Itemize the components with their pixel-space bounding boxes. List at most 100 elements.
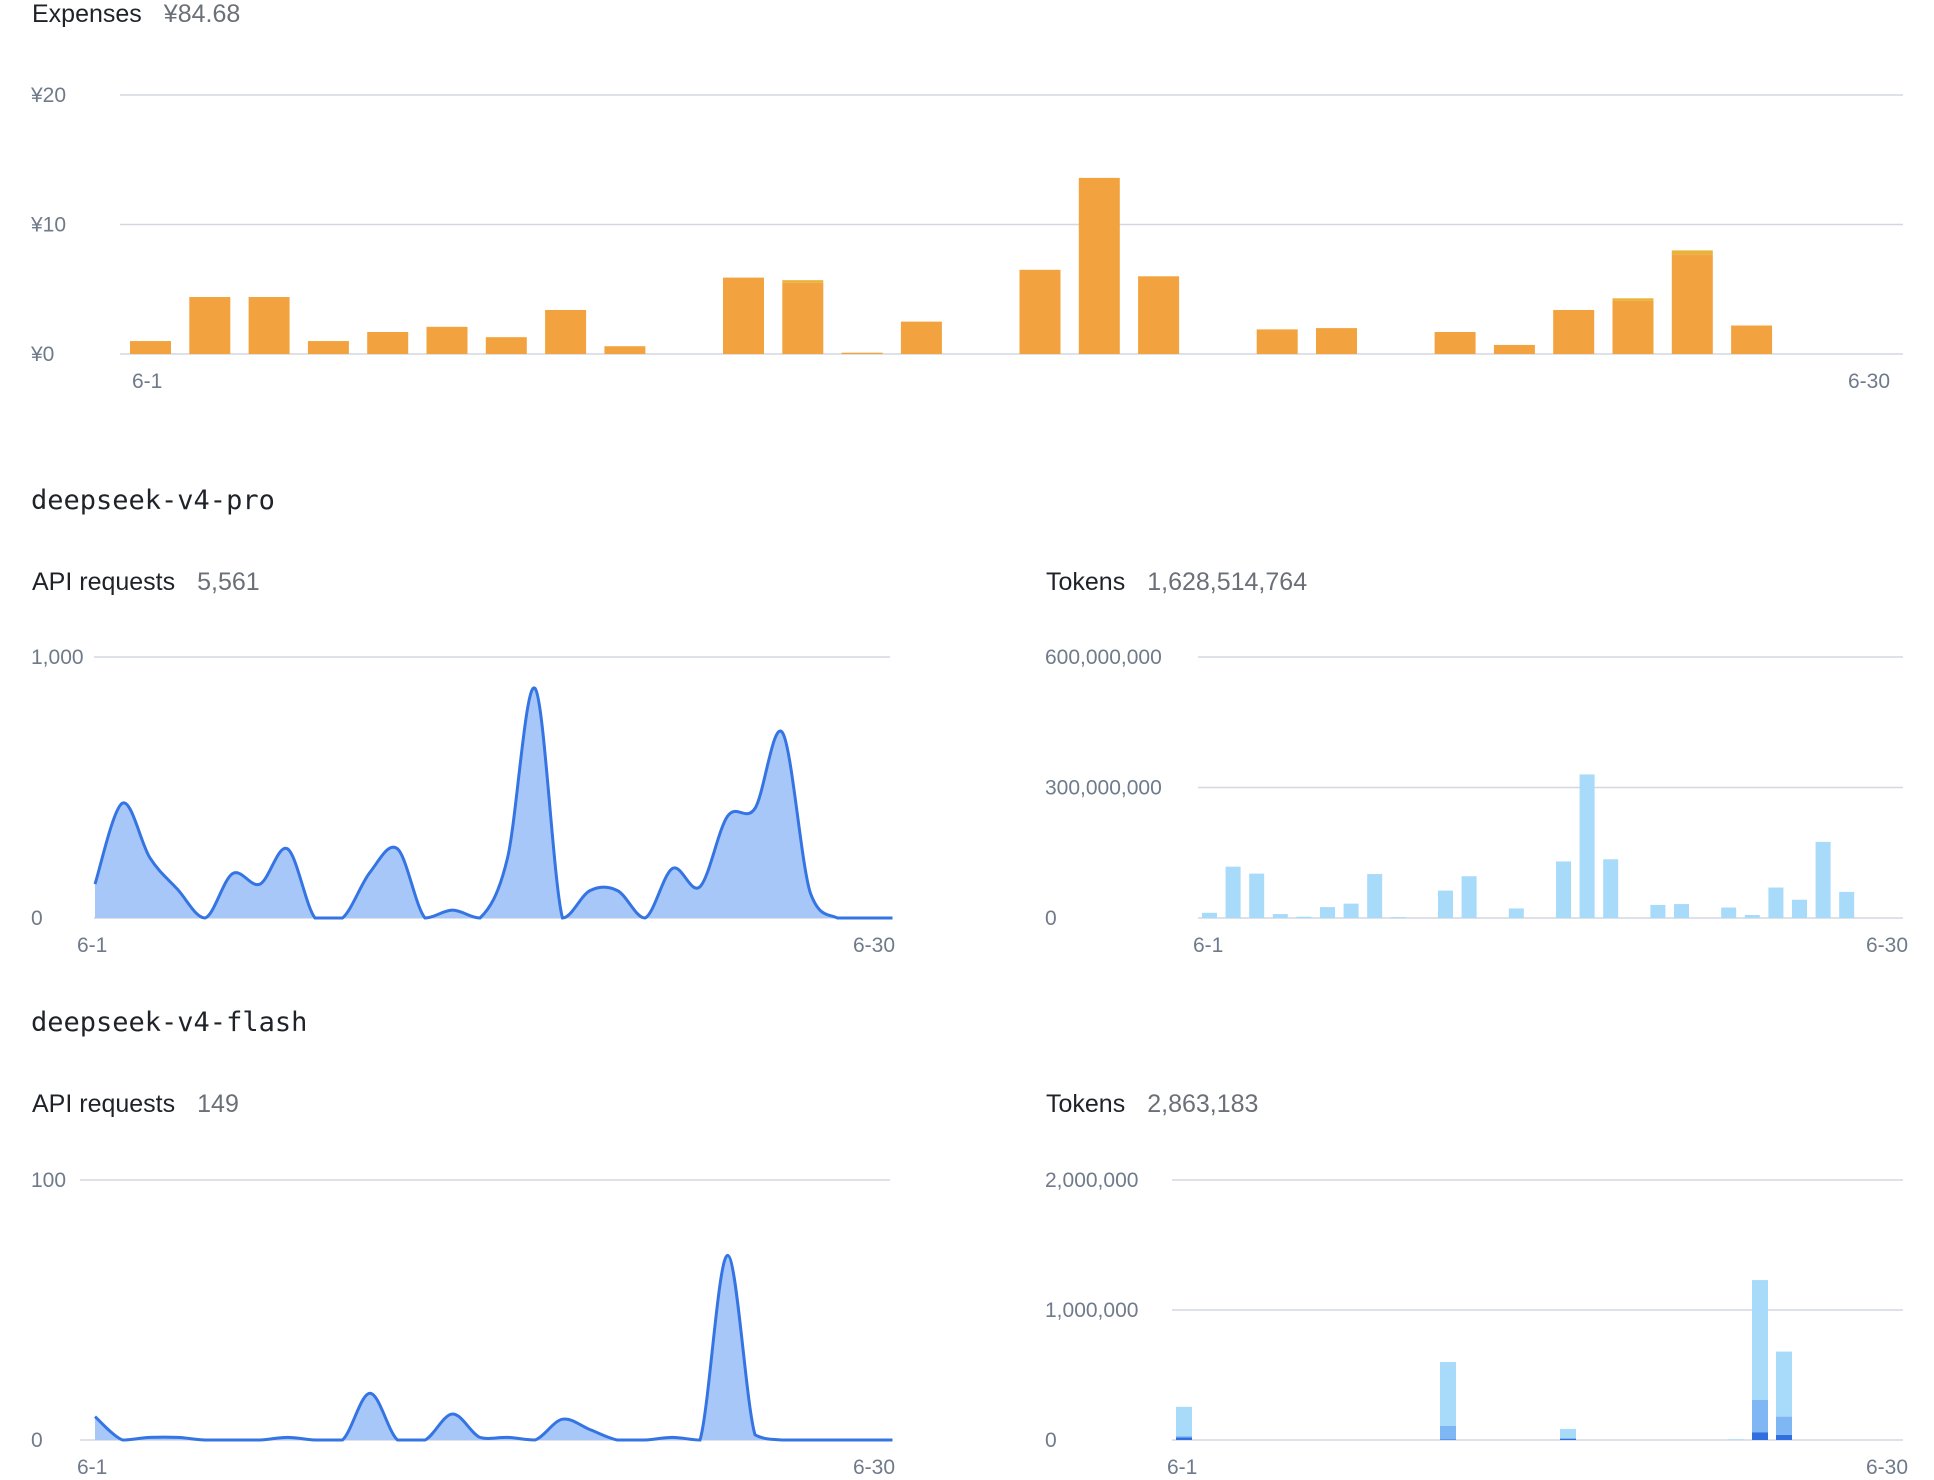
flash-tokens-bar — [1176, 1436, 1192, 1438]
expenses-bar — [367, 331, 409, 354]
expenses-header: Expenses ¥84.68 — [32, 0, 240, 29]
expenses-bar — [426, 326, 468, 354]
expenses-bar — [1493, 344, 1535, 354]
expenses-xtick-label: 6-1 — [132, 370, 162, 393]
pro-tokens-bar — [1579, 774, 1595, 918]
pro-tokens-bar — [1225, 866, 1241, 918]
expenses-bar — [1671, 250, 1713, 255]
flash-tokens-bar — [1776, 1416, 1792, 1435]
pro-tokens-xtick-label: 6-30 — [1866, 934, 1908, 957]
flash-requests-ytick-label: 0 — [31, 1429, 43, 1452]
pro-tokens-header: Tokens 1,628,514,764 — [1046, 568, 1307, 597]
expenses-bar — [1671, 254, 1713, 354]
pro-tokens-ytick-label: 0 — [1045, 907, 1057, 930]
expenses-bar — [545, 309, 587, 354]
pro-tokens-bar — [1650, 904, 1666, 918]
pro-tokens-total: 1,628,514,764 — [1147, 568, 1308, 596]
pro-tokens-bar — [1249, 873, 1265, 918]
flash-tokens-ytick-label: 2,000,000 — [1045, 1169, 1138, 1192]
expenses-bar — [1553, 309, 1595, 354]
pro-tokens-bar — [1320, 907, 1335, 918]
pro-tokens-bar — [1792, 899, 1807, 918]
expenses-bar — [130, 341, 171, 354]
pro-tokens-bar — [1556, 861, 1571, 918]
pro-tokens-bar-chart: 0 300,000,000 600,000,000 6-1 6-30 — [1045, 646, 1908, 957]
flash-requests-area-chart: 0 100 6-1 6-30 — [31, 1169, 895, 1479]
expenses-bar — [248, 297, 290, 354]
flash-tokens-ytick-label: 0 — [1045, 1429, 1057, 1452]
flash-requests-label: API requests — [32, 1090, 176, 1118]
expenses-bar — [1078, 177, 1120, 354]
expenses-bar — [1019, 269, 1061, 354]
flash-tokens-bar — [1440, 1425, 1456, 1440]
expenses-bar — [1612, 298, 1654, 301]
flash-tokens-label: Tokens — [1046, 1090, 1126, 1118]
flash-requests-xtick-label: 6-1 — [77, 1456, 107, 1479]
flash-requests-area-fill — [95, 1255, 893, 1440]
pro-tokens-bar — [1390, 917, 1406, 918]
pro-tokens-bar — [1839, 891, 1855, 918]
flash-tokens-bar — [1752, 1432, 1768, 1440]
pro-tokens-bar — [1508, 908, 1524, 918]
flash-tokens-bar — [1560, 1438, 1576, 1440]
expenses-bar — [485, 337, 527, 354]
flash-tokens-bar — [1728, 1439, 1744, 1440]
flash-tokens-bar — [1560, 1438, 1576, 1439]
expenses-bar — [604, 346, 646, 354]
expenses-bar — [782, 282, 824, 354]
flash-tokens-header: Tokens 2,863,183 — [1046, 1090, 1258, 1119]
pro-requests-label: API requests — [32, 568, 176, 596]
pro-tokens-bar — [1768, 887, 1784, 918]
pro-tokens-bar — [1438, 890, 1453, 918]
flash-tokens-bar — [1176, 1406, 1192, 1437]
flash-tokens-bar — [1560, 1428, 1576, 1439]
flash-requests-ytick-label: 100 — [31, 1169, 66, 1192]
pro-tokens-ytick-label: 300,000,000 — [1045, 777, 1162, 800]
expenses-bar — [1434, 331, 1476, 354]
pro-tokens-ytick-label: 600,000,000 — [1045, 646, 1162, 669]
expenses-total: ¥84.68 — [163, 0, 241, 28]
pro-tokens-bar — [1272, 914, 1288, 918]
flash-tokens-ytick-label: 1,000,000 — [1045, 1299, 1138, 1322]
expenses-bar — [782, 280, 824, 283]
flash-requests-total: 149 — [197, 1090, 239, 1118]
flash-requests-xtick-label: 6-30 — [853, 1456, 895, 1479]
expenses-xtick-label: 6-30 — [1848, 370, 1890, 393]
pro-tokens-xtick-label: 6-1 — [1193, 934, 1223, 957]
pro-tokens-bar — [1461, 876, 1477, 918]
flash-tokens-bar — [1752, 1399, 1768, 1433]
expenses-bar — [1731, 325, 1773, 354]
pro-requests-ytick-label: 0 — [31, 907, 43, 930]
flash-tokens-xtick-label: 6-30 — [1866, 1456, 1908, 1479]
pro-requests-area-chart: 0 1,000 6-1 6-30 — [31, 646, 895, 957]
pro-requests-header: API requests 5,561 — [32, 568, 260, 597]
expenses-bar — [1256, 329, 1298, 354]
expenses-bar — [189, 297, 231, 354]
expenses-ytick-label: ¥20 — [30, 84, 66, 107]
pro-tokens-bar — [1202, 912, 1217, 918]
expenses-bar — [1138, 276, 1180, 354]
expenses-label: Expenses — [32, 0, 142, 28]
flash-tokens-bar — [1176, 1437, 1192, 1440]
model-name-flash: deepseek-v4-flash — [31, 1007, 308, 1038]
pro-tokens-bar — [1815, 841, 1831, 918]
pro-tokens-bar — [1296, 916, 1312, 918]
pro-tokens-bar — [1721, 907, 1737, 918]
pro-tokens-bar — [1343, 903, 1359, 918]
expenses-bar — [900, 321, 942, 354]
expenses-bar-chart: ¥0 ¥10 ¥20 6-1 6-30 — [30, 84, 1903, 393]
expenses-bar — [723, 277, 764, 354]
pro-tokens-label: Tokens — [1046, 568, 1126, 596]
flash-requests-header: API requests 149 — [32, 1090, 239, 1119]
expenses-bar — [841, 352, 883, 354]
expenses-ytick-label: ¥0 — [30, 343, 54, 366]
pro-requests-xtick-label: 6-1 — [77, 934, 107, 957]
flash-tokens-bar — [1752, 1280, 1768, 1400]
pro-tokens-bar — [1603, 859, 1619, 918]
flash-tokens-bar — [1440, 1439, 1456, 1440]
flash-tokens-bar — [1776, 1434, 1792, 1440]
flash-tokens-bar — [1440, 1362, 1456, 1426]
expenses-bar — [1316, 328, 1357, 354]
pro-requests-ytick-label: 1,000 — [31, 646, 84, 669]
